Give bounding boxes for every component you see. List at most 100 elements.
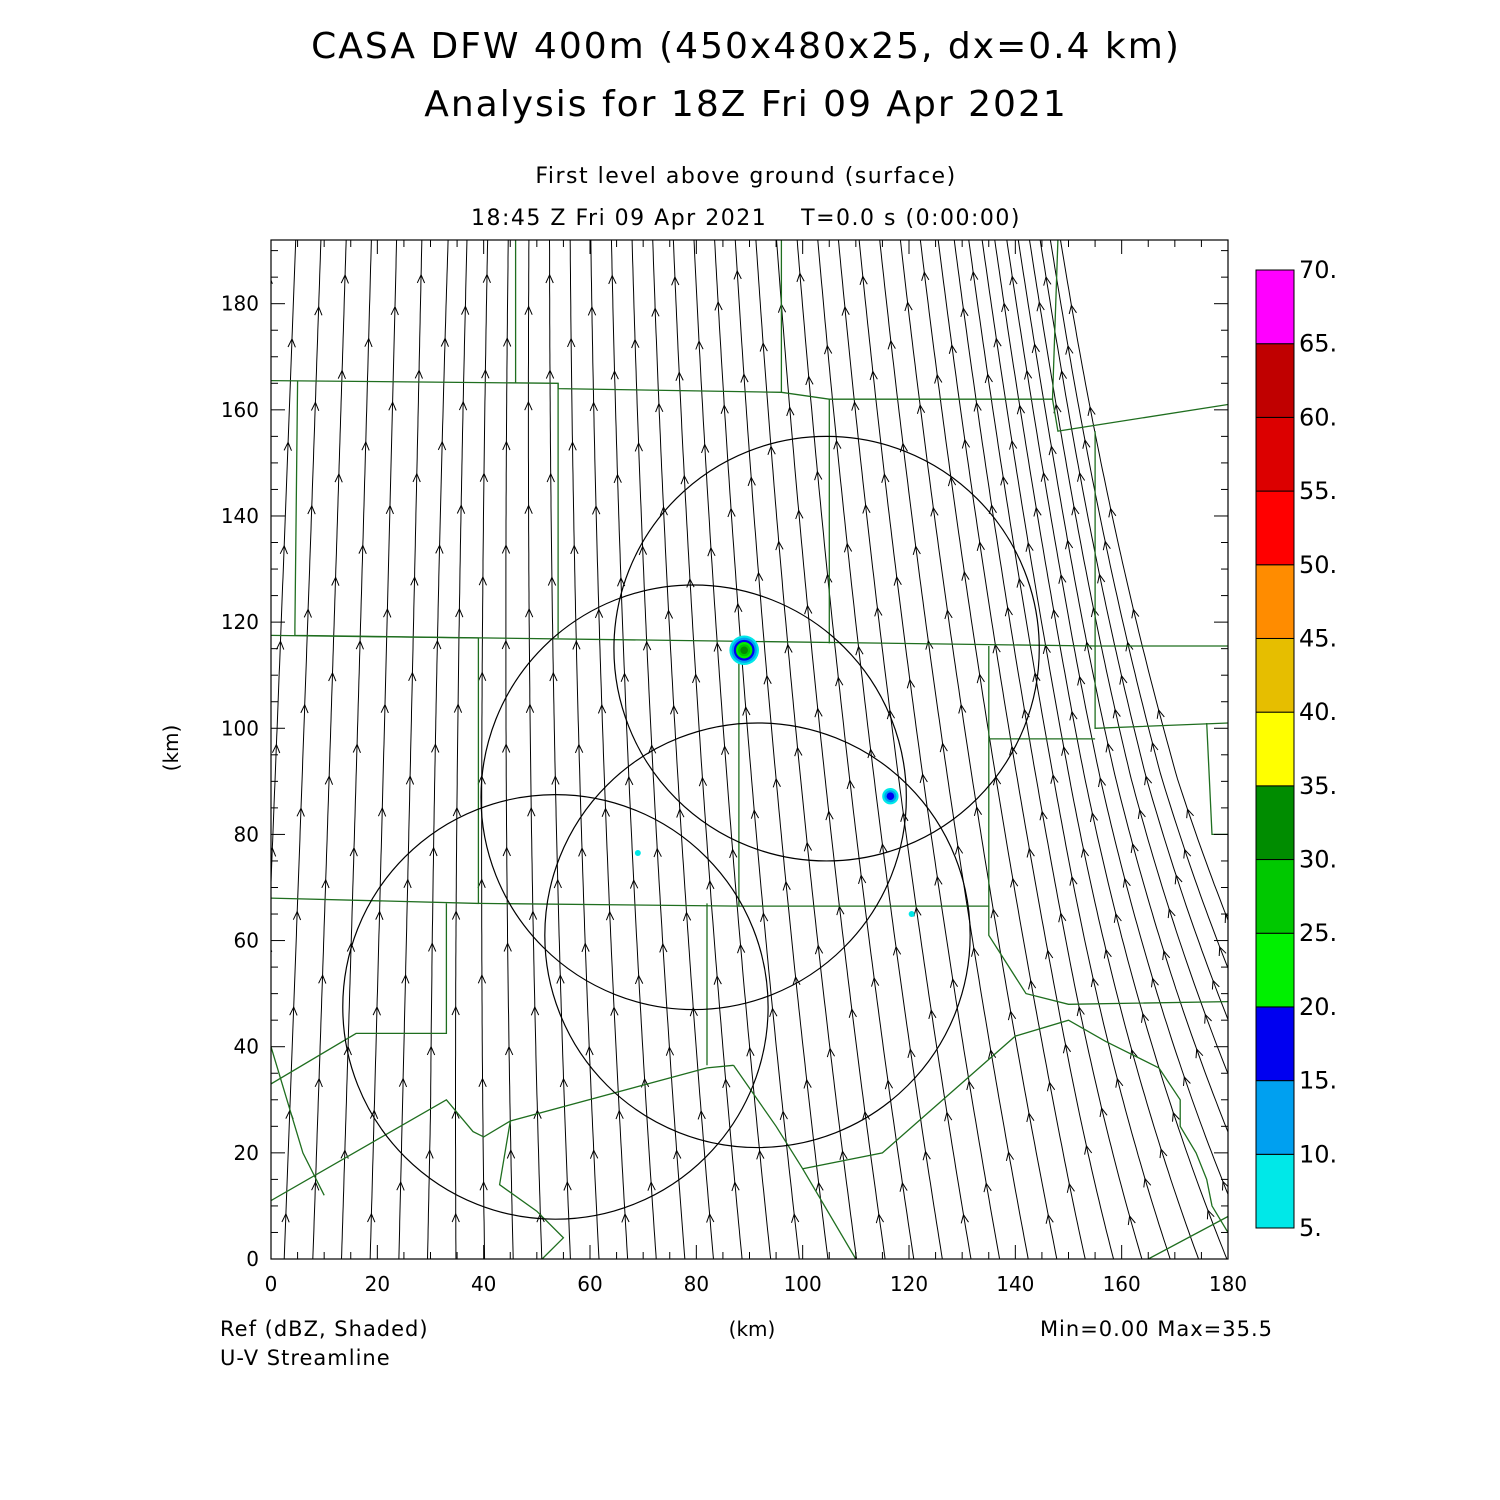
streamline-arrow bbox=[390, 305, 399, 316]
field-label: Ref (dBZ, Shaded) bbox=[220, 1317, 429, 1341]
streamline-arrow bbox=[682, 911, 692, 922]
streamline bbox=[734, 240, 829, 1259]
streamline-arrow bbox=[988, 503, 997, 515]
streamline-arrow bbox=[851, 400, 860, 411]
streamline-arrow bbox=[608, 274, 617, 285]
streamline-arrow bbox=[1031, 343, 1040, 354]
streamline-arrow bbox=[171, 1150, 178, 1158]
streamline-arrow bbox=[502, 440, 511, 451]
radar-range-ring bbox=[342, 794, 769, 1220]
streamline-arrow bbox=[692, 673, 701, 684]
streamline-arrow bbox=[1061, 745, 1070, 756]
county-line bbox=[732, 1019, 1160, 1170]
streamline-arrow bbox=[680, 474, 689, 485]
streamline bbox=[652, 240, 714, 1259]
streamline-arrow bbox=[737, 943, 746, 954]
streamline-arrow bbox=[961, 570, 970, 581]
streamline-arrow bbox=[187, 848, 194, 856]
streamline-arrow bbox=[589, 1149, 599, 1159]
streamline-arrow bbox=[202, 546, 209, 554]
chart-title-line2: Analysis for 18Z Fri 09 Apr 2021 bbox=[424, 84, 1068, 125]
streamline-arrow bbox=[1016, 577, 1025, 588]
streamline-arrow bbox=[1183, 1075, 1191, 1086]
streamline-arrow bbox=[1058, 369, 1068, 380]
streamline-arrow bbox=[642, 640, 652, 651]
streamline-arrow bbox=[546, 472, 555, 483]
streamline-arrow bbox=[947, 476, 957, 487]
streamline-arrow bbox=[1016, 404, 1026, 415]
streamline-arrow bbox=[912, 545, 921, 556]
streamline-arrow bbox=[815, 1181, 824, 1192]
streamline-arrow bbox=[314, 305, 323, 316]
colorbar-swatch bbox=[1255, 711, 1295, 787]
colorbar-label: 5. bbox=[1299, 1214, 1322, 1242]
streamline-arrow bbox=[141, 1182, 148, 1190]
streamline-arrow bbox=[697, 1109, 706, 1120]
streamline-arrow bbox=[240, 880, 247, 888]
streamline bbox=[283, 240, 322, 1259]
streamline-arrow bbox=[501, 639, 510, 650]
streamline-arrow bbox=[1127, 1214, 1136, 1226]
streamline-arrow bbox=[416, 273, 426, 284]
streamline-arrow bbox=[380, 703, 389, 714]
streamline-arrow bbox=[478, 575, 487, 586]
streamline-arrow bbox=[916, 403, 926, 414]
streamline-arrow bbox=[567, 337, 576, 348]
streamline-arrow bbox=[966, 1080, 975, 1091]
streamline-arrow bbox=[610, 1006, 619, 1016]
streamline-arrow bbox=[169, 673, 176, 681]
streamline bbox=[198, 228, 246, 1270]
streamline-arrow bbox=[451, 1212, 460, 1223]
streamline-arrow bbox=[1071, 505, 1080, 516]
county-line bbox=[498, 1120, 565, 1259]
streamline-arrow bbox=[428, 942, 437, 952]
streamline-arrow bbox=[163, 777, 170, 785]
streamline-arrow bbox=[1039, 810, 1048, 821]
streamline-arrow bbox=[779, 1110, 788, 1121]
streamline-arrow bbox=[300, 703, 309, 714]
echo-cell bbox=[908, 911, 915, 918]
streamline bbox=[271, 240, 297, 894]
streamline-arrow bbox=[769, 1007, 778, 1018]
streamline-arrow bbox=[795, 509, 804, 520]
streamline-arrow bbox=[1156, 708, 1165, 719]
streamline-arrow bbox=[960, 1213, 969, 1224]
streamline-arrow bbox=[886, 709, 896, 720]
streamline-arrow bbox=[858, 874, 867, 885]
streamline-arrow bbox=[706, 879, 715, 890]
streamline-arrow bbox=[814, 470, 823, 481]
streamline-arrow bbox=[826, 1047, 836, 1058]
colorbar-label: 65. bbox=[1299, 330, 1337, 358]
streamline-arrow bbox=[128, 912, 135, 920]
streamline-arrow bbox=[1077, 675, 1086, 686]
streamline-arrow bbox=[283, 441, 292, 451]
streamline-arrow bbox=[458, 400, 468, 411]
streamline-arrow bbox=[695, 339, 704, 350]
streamline-arrow bbox=[727, 507, 736, 518]
colorbar-label: 40. bbox=[1299, 698, 1337, 726]
streamline-arrow bbox=[1162, 949, 1171, 961]
streamline-arrow bbox=[524, 504, 533, 514]
streamline-arrow bbox=[461, 305, 470, 315]
streamline-arrow bbox=[631, 338, 640, 349]
streamline-arrow bbox=[174, 578, 181, 586]
streamline-arrow bbox=[405, 774, 415, 785]
streamline-arrow bbox=[1108, 507, 1117, 518]
streamline bbox=[455, 240, 468, 1259]
streamline bbox=[968, 240, 1171, 1259]
streamline-arrow bbox=[477, 973, 487, 984]
streamline-arrow bbox=[1069, 710, 1078, 721]
streamline-arrow bbox=[848, 1007, 857, 1018]
streamline-arrow bbox=[984, 373, 993, 384]
streamline-arrow bbox=[310, 401, 320, 411]
streamline-arrow bbox=[731, 1181, 740, 1192]
streamline-arrow bbox=[1211, 979, 1220, 990]
streamline-arrow bbox=[1076, 1006, 1085, 1017]
streamline bbox=[481, 240, 489, 1259]
streamline bbox=[796, 240, 915, 1259]
streamline-arrow bbox=[253, 578, 260, 586]
streamline-arrow bbox=[226, 1182, 233, 1190]
streamline-arrow bbox=[825, 810, 834, 821]
streamline bbox=[549, 240, 571, 1259]
x-tick-label: 60 bbox=[577, 1272, 602, 1296]
